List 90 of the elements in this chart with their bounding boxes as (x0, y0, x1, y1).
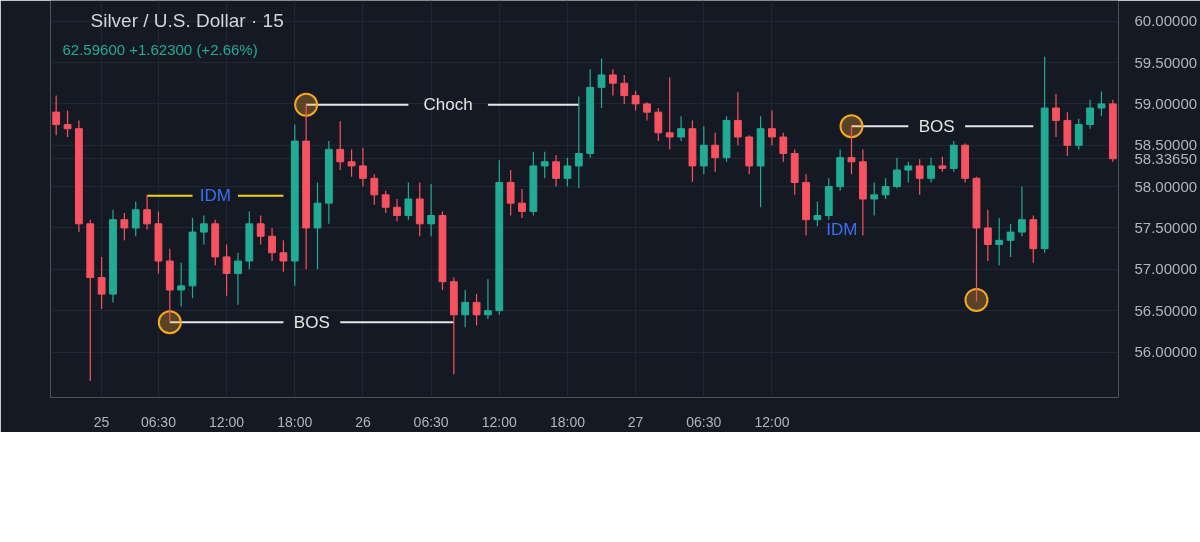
x-tick-label: 27 (627, 413, 644, 430)
candlestick (518, 188, 526, 219)
y-tick-label: 60.00000 (1134, 12, 1198, 30)
candlestick (427, 183, 436, 237)
candlestick (347, 148, 356, 178)
annotation: IDM (826, 220, 858, 240)
x-tick-label: 25 (93, 413, 110, 430)
x-tick-label: 18:00 (277, 413, 313, 430)
series-label: Choch (423, 95, 473, 115)
candlestick (665, 76, 674, 150)
candlestick (609, 68, 617, 97)
candlestick (97, 256, 106, 310)
candlestick (904, 161, 913, 184)
point (964, 287, 989, 312)
candlestick (711, 132, 720, 173)
x-tick-label: 06:30 (686, 413, 722, 430)
candlestick (1006, 223, 1015, 258)
candlestick (506, 169, 515, 217)
text: 62.59600 +1.62300 (+2.66%) (62, 41, 258, 58)
candlestick (847, 125, 856, 175)
candlestick (699, 125, 708, 175)
candlestick (404, 181, 413, 221)
x-tick-label: 06:30 (413, 413, 449, 430)
candlestick (1052, 93, 1060, 138)
candlestick (574, 95, 583, 189)
x-tick-label: 18:00 (549, 413, 586, 430)
y-tick-label: 59.00000 (1134, 94, 1198, 112)
candlestick (359, 147, 367, 188)
candlestick (983, 209, 992, 262)
candlestick (131, 200, 140, 237)
point (157, 310, 182, 335)
candlestick (563, 157, 572, 188)
candlestick (120, 212, 129, 241)
candlestick (995, 217, 1004, 266)
candlestick (1086, 99, 1094, 130)
candlestick (779, 132, 788, 163)
x-tick-label: 26 (355, 413, 371, 430)
candlestick (643, 101, 651, 122)
candlestick (484, 278, 492, 320)
candlestick (654, 107, 663, 142)
y-tick-label: 57.00000 (1134, 260, 1198, 278)
candlestick (677, 115, 685, 142)
candlestick (1018, 185, 1026, 237)
series-label: BOS (293, 312, 330, 332)
candlestick (63, 109, 72, 138)
candlestick (881, 177, 890, 200)
y-tick-label: 56.00000 (1134, 343, 1198, 361)
y-tick-label: 57.50000 (1134, 218, 1198, 236)
candlestick (234, 252, 242, 306)
candlestick (1097, 90, 1106, 117)
candlestick (915, 158, 924, 196)
candlestick (143, 194, 151, 231)
y-tick-label: 59.50000 (1134, 53, 1198, 71)
candlestick (949, 140, 958, 173)
x-tick-label: 12:00 (481, 413, 518, 430)
y-tick-label: 56.50000 (1134, 301, 1198, 319)
candlestick (768, 109, 776, 146)
x-tick-label: 12:00 (209, 413, 245, 430)
candlestick (631, 90, 640, 112)
x-tick-label: 12:00 (754, 413, 790, 430)
text: Silver / U.S. Dollar · 15 (90, 10, 284, 31)
series-label: BOS (918, 116, 955, 136)
candlestick (268, 227, 276, 262)
candlestick (177, 262, 186, 308)
candlestick (472, 293, 481, 327)
point (294, 92, 319, 117)
candlestick (256, 214, 265, 246)
candlestick (1074, 118, 1083, 150)
candlestick (381, 190, 390, 214)
candlestick (279, 239, 288, 273)
candlestick (552, 154, 560, 188)
candlestick (733, 91, 742, 146)
y-tick-label: 58.00000 (1134, 177, 1198, 195)
candlestick (893, 157, 901, 189)
candlestick (540, 151, 549, 179)
point (839, 114, 864, 139)
candlestick (222, 243, 231, 297)
candlestick (199, 214, 208, 246)
candlestick (870, 181, 879, 217)
candlestick (393, 198, 401, 222)
candlestick (52, 95, 61, 136)
candlestick (461, 289, 470, 328)
candlestick (336, 120, 345, 171)
candlestick (620, 74, 629, 105)
x-tick-label: 06:30 (140, 413, 177, 430)
candlestick (927, 157, 935, 184)
candlestick (597, 57, 606, 109)
candlestick (813, 200, 822, 227)
series-label: IDM (199, 186, 231, 206)
candlestick (370, 173, 379, 206)
